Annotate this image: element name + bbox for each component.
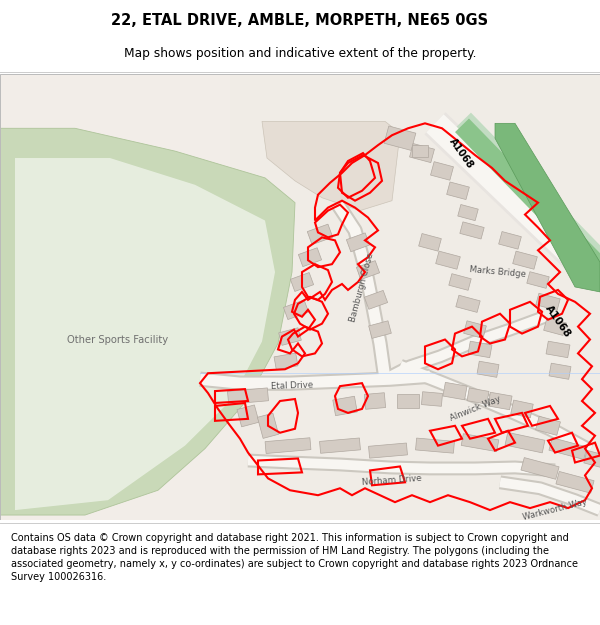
Polygon shape [262, 121, 400, 211]
Bar [274, 353, 298, 369]
Bar [468, 341, 492, 357]
Bar [446, 182, 469, 199]
Bar [346, 233, 370, 252]
Polygon shape [0, 128, 295, 515]
Bar [443, 382, 467, 400]
Bar [458, 204, 478, 221]
Bar [460, 222, 484, 239]
Bar [488, 392, 512, 410]
Bar [257, 413, 278, 438]
Bar [320, 438, 361, 453]
Text: Etal Drive: Etal Drive [271, 381, 313, 391]
Text: Map shows position and indicative extent of the property.: Map shows position and indicative extent… [124, 47, 476, 59]
Bar [477, 361, 499, 378]
Bar [512, 251, 538, 269]
Bar [227, 388, 268, 404]
Bar [505, 432, 545, 453]
Bar [536, 293, 560, 311]
Bar [298, 248, 322, 267]
Bar [467, 388, 489, 404]
Bar [265, 438, 311, 454]
Bar [384, 126, 416, 151]
Text: A1068: A1068 [543, 304, 573, 340]
Bar [364, 392, 386, 409]
Bar [397, 394, 419, 409]
Text: Warkworth Way: Warkworth Way [522, 498, 588, 522]
Text: Marks Bridge: Marks Bridge [469, 265, 527, 279]
Text: 22, ETAL DRIVE, AMBLE, MORPETH, NE65 0GS: 22, ETAL DRIVE, AMBLE, MORPETH, NE65 0GS [112, 13, 488, 28]
Bar [419, 234, 442, 251]
Bar [511, 400, 533, 418]
Bar [278, 328, 301, 346]
Bar [584, 451, 600, 471]
Polygon shape [495, 123, 600, 292]
Bar [536, 416, 560, 436]
Bar [456, 295, 480, 312]
Bar [549, 438, 587, 459]
Text: Bamburgh Close: Bamburgh Close [349, 251, 376, 322]
Bar [368, 443, 407, 458]
Bar [431, 162, 454, 180]
Bar [527, 272, 549, 288]
Bar [364, 291, 388, 309]
Polygon shape [15, 158, 275, 510]
Bar [521, 458, 559, 479]
Bar [356, 261, 380, 279]
Polygon shape [230, 74, 600, 520]
Bar [307, 224, 333, 244]
Text: Contains OS data © Crown copyright and database right 2021. This information is : Contains OS data © Crown copyright and d… [11, 532, 578, 582]
Bar [461, 434, 499, 452]
Text: Other Sports Facility: Other Sports Facility [67, 334, 169, 344]
Bar [410, 144, 434, 162]
Text: Alnwick Way: Alnwick Way [448, 394, 502, 423]
Bar [368, 321, 391, 338]
Text: A1068: A1068 [447, 136, 475, 170]
Bar [237, 405, 259, 427]
Bar [412, 145, 428, 157]
Bar [449, 274, 471, 291]
Bar [416, 438, 454, 453]
Bar [464, 321, 487, 338]
Bar [556, 471, 594, 493]
Bar [333, 396, 357, 416]
Bar [421, 392, 443, 406]
Bar [436, 251, 460, 269]
Bar [290, 272, 314, 291]
Bar [546, 341, 570, 357]
Bar [544, 318, 566, 336]
Bar [499, 231, 521, 249]
Bar [283, 300, 308, 319]
Bar [549, 363, 571, 379]
Text: Norham Drive: Norham Drive [362, 474, 422, 487]
